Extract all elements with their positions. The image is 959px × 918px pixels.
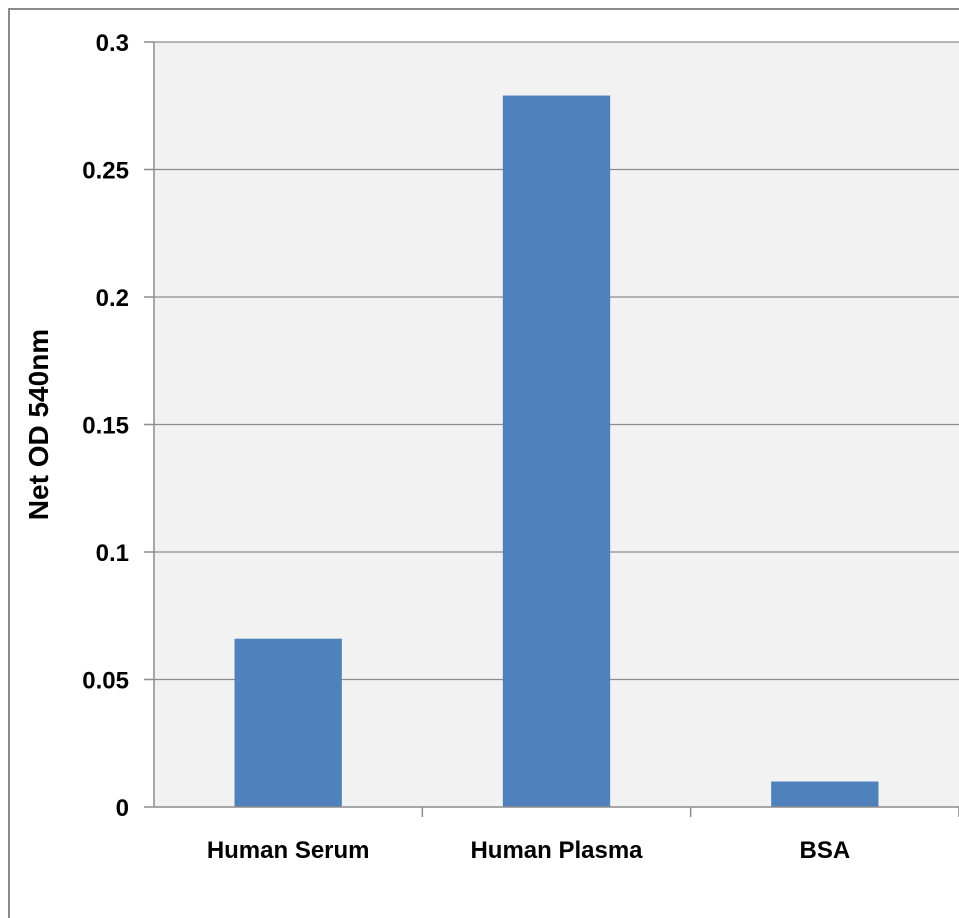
bar-human-serum xyxy=(234,638,342,807)
bars xyxy=(234,95,879,808)
bar-bsa xyxy=(771,781,879,807)
y-axis-title: Net OD 540nm xyxy=(23,329,54,520)
y-tick-label: 0.1 xyxy=(96,540,129,567)
y-tick-labels: 0 0.05 0.1 0.15 0.2 0.25 0.3 xyxy=(82,30,129,822)
y-tick-label: 0 xyxy=(116,795,129,822)
x-tick-labels: Human Serum Human Plasma BSA xyxy=(207,837,850,864)
x-tick-label: Human Serum xyxy=(207,837,370,864)
y-tick-label: 0.25 xyxy=(82,158,129,185)
x-tick-label: BSA xyxy=(799,837,850,864)
bar-human-plasma xyxy=(502,95,611,808)
y-tick-label: 0.15 xyxy=(82,413,129,440)
y-tick-label: 0.3 xyxy=(96,30,129,57)
y-tick-label: 0.05 xyxy=(82,668,129,695)
axes xyxy=(144,41,959,817)
y-tick-label: 0.2 xyxy=(96,285,129,312)
x-tick-label: Human Plasma xyxy=(470,837,643,864)
